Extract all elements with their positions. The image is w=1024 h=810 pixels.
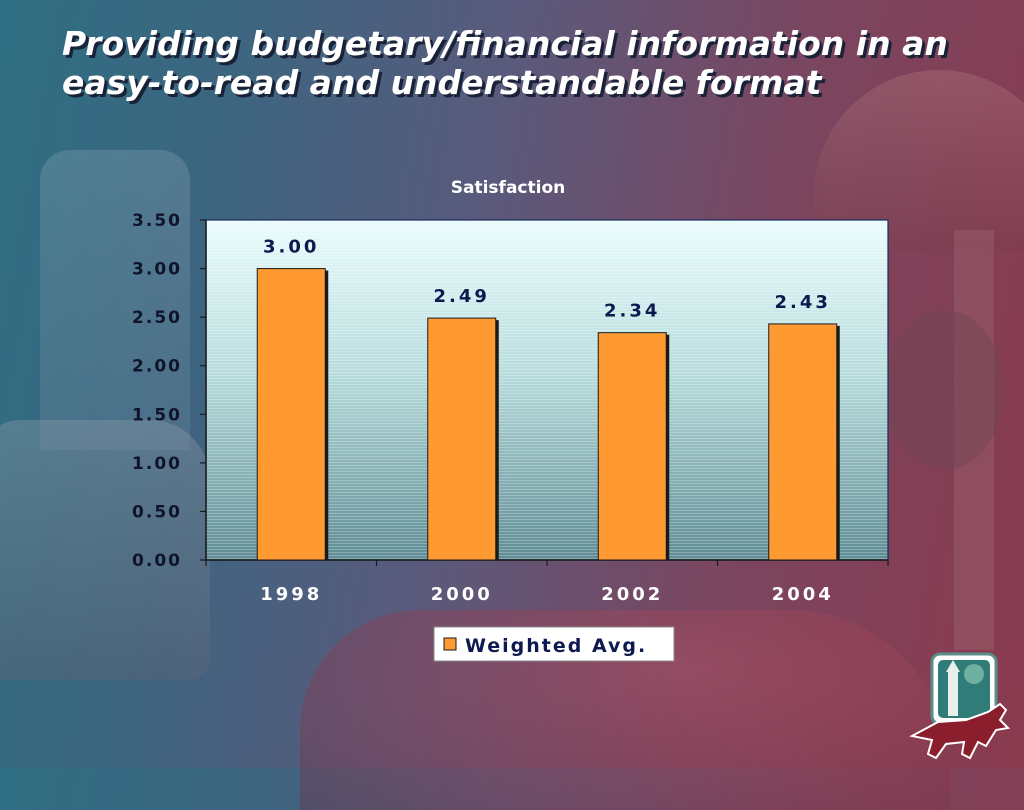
x-tick-label: 2000	[431, 584, 493, 605]
logo-tower-top	[946, 660, 960, 672]
y-tick-label: 1.00	[132, 454, 182, 474]
legend-label: Weighted Avg.	[465, 635, 647, 657]
y-tick-label: 2.00	[132, 357, 182, 377]
chart-title: Satisfaction	[451, 178, 565, 198]
y-tick-label: 1.50	[132, 405, 182, 425]
bar-value-label: 2.34	[604, 301, 660, 322]
x-tick-label: 2004	[772, 584, 834, 605]
y-tick-label: 3.00	[132, 260, 182, 280]
bar	[427, 317, 497, 561]
data-labels: 3.00 2.49 2.34 2.43	[263, 237, 831, 322]
logo-fox	[909, 702, 1011, 760]
slide-title: Providing budgetary/financial informatio…	[62, 24, 948, 102]
x-tick-label: 2002	[601, 584, 663, 605]
x-axis: 1998 2000 2002 2004	[205, 559, 889, 605]
legend: Weighted Avg.	[433, 626, 675, 662]
bar	[768, 323, 838, 561]
logo-icon	[909, 652, 1011, 760]
y-tick-label: 3.50	[132, 211, 182, 231]
fox-and-tower-logo	[908, 650, 1013, 762]
y-axis: 0.00 0.50 1.00 1.50 2.00 2.50 3.00 3.50	[132, 211, 207, 571]
bar-chart: Satisfaction 0.00 0.50 1.00 1.50 2.00 2.50 3.0…	[132, 178, 889, 662]
bar-series	[256, 268, 840, 561]
y-tick-label: 2.50	[132, 308, 182, 328]
x-tick-label: 1998	[260, 584, 322, 605]
legend-box	[433, 626, 675, 662]
bar	[256, 268, 326, 561]
logo-tree	[964, 664, 984, 684]
bar-value-label: 2.43	[775, 292, 831, 313]
bar-value-label: 2.49	[434, 286, 490, 307]
legend-swatch	[443, 637, 457, 651]
y-tick-label: 0.50	[132, 502, 182, 522]
y-tick-label: 0.00	[132, 551, 182, 571]
bar	[597, 332, 667, 561]
bar-value-label: 3.00	[263, 237, 319, 258]
logo-tower	[948, 670, 958, 716]
